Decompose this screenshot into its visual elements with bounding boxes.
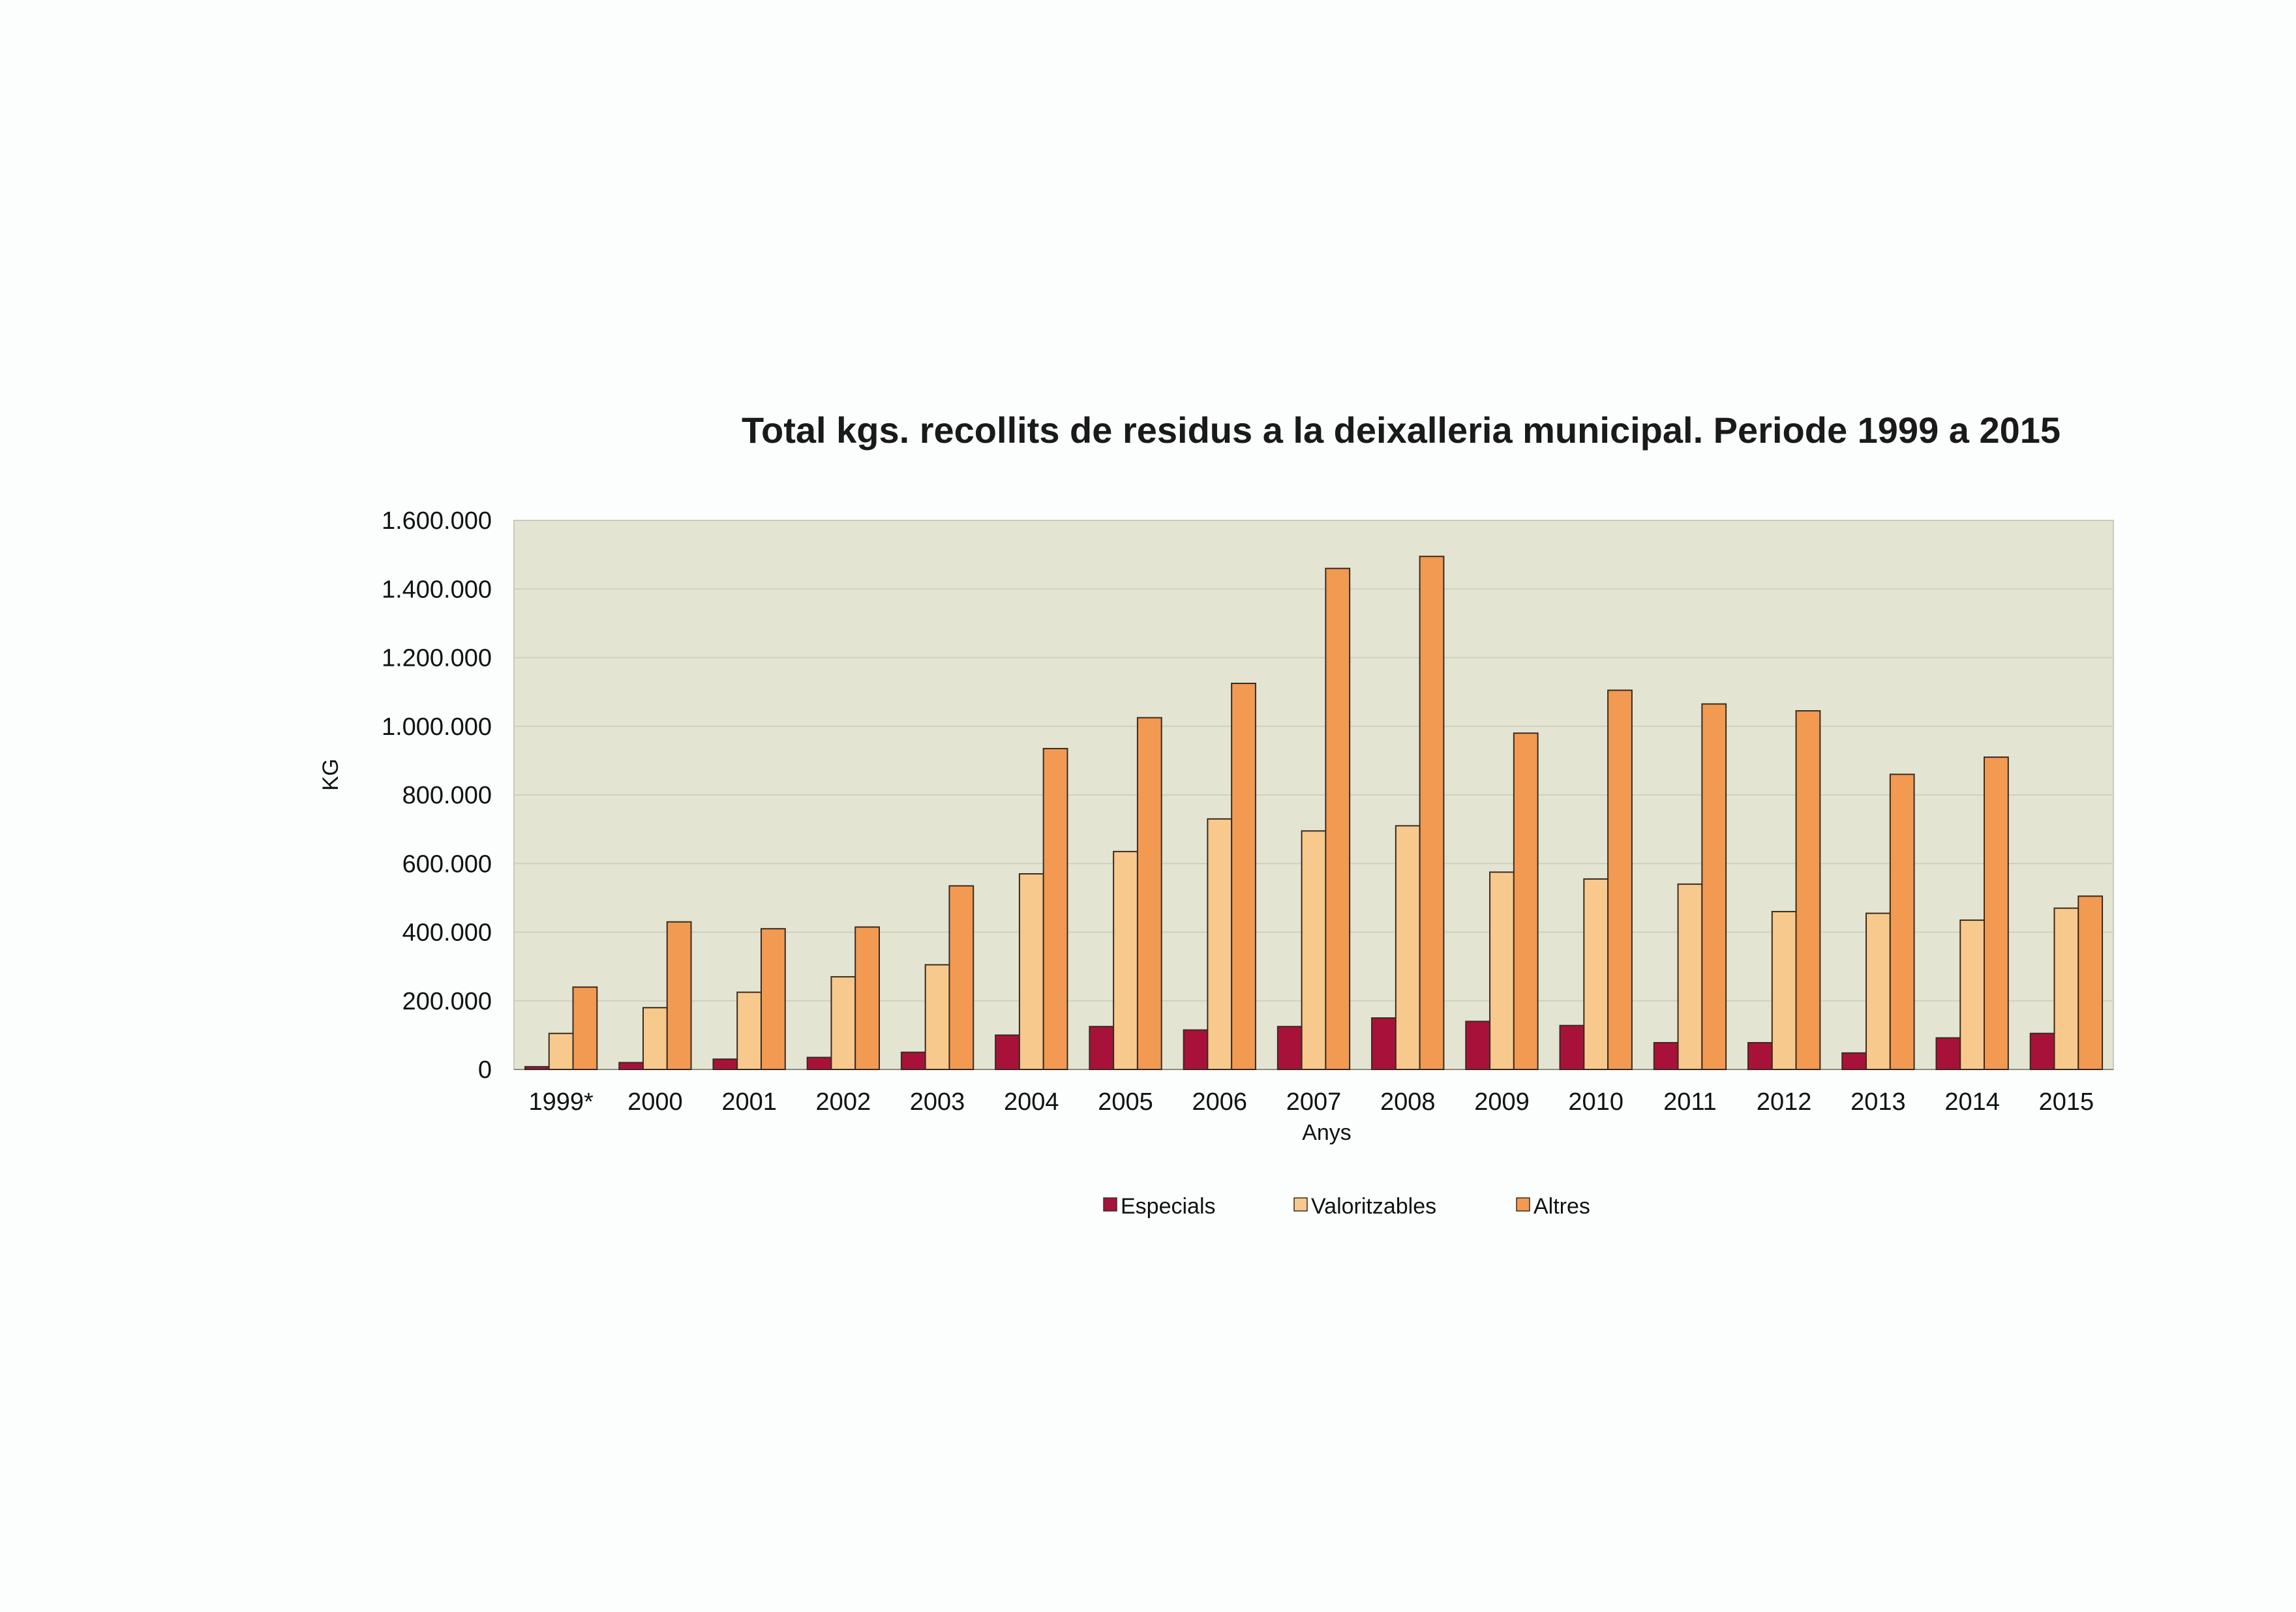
bar-valoritzables-2001 (736, 991, 762, 1070)
x-tick-label: 2012 (1757, 1088, 1812, 1116)
bar-especials-2014 (1935, 1037, 1961, 1070)
x-tick-label: 2007 (1286, 1088, 1342, 1116)
bar-valoritzables-2011 (1677, 883, 1703, 1070)
bar-valoritzables-2005 (1113, 850, 1138, 1071)
bar-valoritzables-2002 (830, 976, 856, 1070)
x-tick-label: 2003 (910, 1088, 965, 1116)
bar-valoritzables-2008 (1395, 825, 1421, 1071)
bar-especials-1999 (524, 1066, 550, 1071)
bar-altres-2004 (1042, 747, 1068, 1071)
bar-especials-2009 (1465, 1021, 1491, 1070)
x-tick-label: 2010 (1568, 1088, 1624, 1116)
bar-altres-2014 (1984, 756, 2009, 1071)
y-tick-label: 800.000 (402, 782, 492, 809)
legend-swatch-especials (1103, 1197, 1117, 1212)
bar-altres-1999 (572, 986, 598, 1070)
bar-valoritzables-2014 (1959, 919, 1986, 1071)
bar-especials-2005 (1089, 1026, 1115, 1070)
bar-altres-2006 (1231, 682, 1256, 1070)
x-axis-label: Anys (1302, 1120, 1352, 1145)
bar-especials-2000 (618, 1062, 644, 1070)
bar-valoritzables-2000 (642, 1007, 668, 1071)
bar-altres-2010 (1607, 689, 1633, 1070)
bar-especials-2015 (2029, 1032, 2055, 1071)
bar-altres-2015 (2077, 895, 2104, 1071)
bar-altres-2013 (1889, 773, 1915, 1071)
bar-valoritzables-2009 (1489, 871, 1515, 1070)
bar-altres-2001 (760, 928, 786, 1071)
bar-valoritzables-2012 (1771, 910, 1797, 1071)
bar-altres-2005 (1136, 717, 1162, 1070)
x-tick-label: 1999* (528, 1088, 594, 1116)
bar-especials-2010 (1559, 1024, 1585, 1071)
bar-altres-2009 (1513, 732, 1539, 1070)
chart-title: Total kgs. recollits de residus a la dei… (742, 410, 2061, 451)
legend-label-altres: Altres (1533, 1194, 1590, 1219)
bar-especials-2003 (900, 1051, 926, 1070)
bar-especials-2012 (1747, 1041, 1773, 1071)
bar-valoritzables-2003 (924, 964, 950, 1071)
x-tick-label: 2015 (2039, 1088, 2094, 1116)
x-tick-label: 2006 (1192, 1088, 1247, 1116)
bar-especials-2007 (1276, 1026, 1303, 1070)
bar-especials-2002 (806, 1056, 832, 1071)
bar-especials-2013 (1841, 1052, 1867, 1070)
y-tick-label: 400.000 (402, 919, 492, 947)
x-tick-label: 2005 (1098, 1088, 1153, 1116)
bar-valoritzables-2010 (1583, 878, 1609, 1071)
y-axis: 0 200.000 400.000 600.000 800.000 1.000.000 1.… (382, 507, 492, 1084)
y-tick-label: 1.400.000 (382, 576, 492, 603)
legend: Especials Valoritzables Altres (1103, 1194, 1590, 1219)
bar-valoritzables-2007 (1301, 830, 1327, 1070)
bar-valoritzables-2004 (1018, 873, 1044, 1070)
x-tick-label: 2000 (627, 1088, 683, 1116)
bar-altres-2003 (948, 885, 974, 1071)
legend-label-especials: Especials (1121, 1194, 1216, 1219)
bar-altres-2012 (1795, 710, 1821, 1070)
bar-especials-2004 (995, 1034, 1020, 1070)
y-tick-label: 0 (478, 1056, 492, 1084)
y-axis-label: KG (318, 758, 343, 790)
bar-valoritzables-2013 (1865, 912, 1891, 1071)
y-tick-label: 1.200.000 (382, 645, 492, 672)
legend-label-valoritzables: Valoritzables (1311, 1194, 1436, 1219)
bar-altres-2002 (854, 926, 880, 1070)
bar-altres-2000 (666, 921, 692, 1071)
x-tick-label: 2004 (1004, 1088, 1059, 1116)
y-tick-label: 200.000 (402, 988, 492, 1015)
x-tick-label: 2009 (1474, 1088, 1530, 1116)
x-tick-label: 2013 (1850, 1088, 1906, 1116)
x-axis: 1999* 2000 2001 2002 2003 2004 2005 2006 2007 200… (528, 1088, 2094, 1116)
bar-altres-2008 (1419, 556, 1445, 1070)
x-tick-label: 2014 (1944, 1088, 2000, 1116)
y-tick-label: 1.600.000 (382, 507, 492, 535)
y-tick-label: 600.000 (402, 850, 492, 878)
bar-altres-2007 (1325, 567, 1351, 1070)
bar-especials-2006 (1183, 1029, 1209, 1070)
bars (524, 556, 2104, 1071)
bar-especials-2001 (712, 1058, 738, 1071)
x-tick-label: 2011 (1663, 1088, 1717, 1116)
x-tick-label: 2008 (1380, 1088, 1436, 1116)
bar-especials-2008 (1371, 1017, 1397, 1070)
bar-especials-2011 (1653, 1041, 1679, 1071)
bar-valoritzables-2015 (2053, 907, 2079, 1070)
legend-swatch-valoritzables (1293, 1197, 1308, 1212)
bar-valoritzables-2006 (1207, 818, 1233, 1071)
legend-swatch-altres (1516, 1197, 1530, 1212)
x-tick-label: 2002 (816, 1088, 871, 1116)
bar-altres-2011 (1701, 703, 1727, 1070)
y-tick-label: 1.000.000 (382, 713, 492, 741)
bar-valoritzables-1999 (548, 1032, 574, 1071)
x-tick-label: 2001 (721, 1088, 777, 1116)
